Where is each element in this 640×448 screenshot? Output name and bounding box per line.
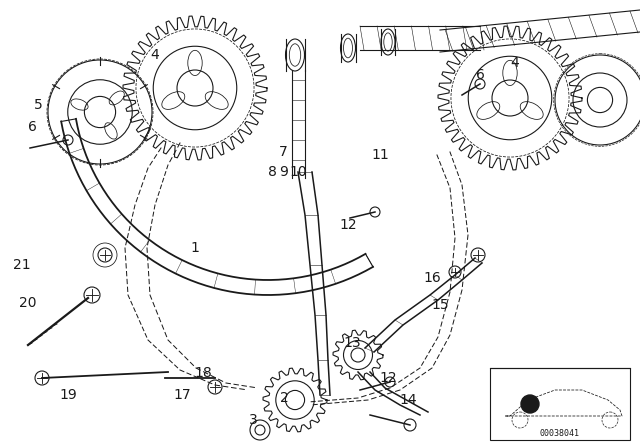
Text: 21: 21	[13, 258, 31, 272]
Text: 12: 12	[379, 371, 397, 385]
Text: 9: 9	[280, 165, 289, 179]
Text: 5: 5	[34, 98, 42, 112]
Text: 8: 8	[268, 165, 276, 179]
Text: 6: 6	[476, 68, 484, 82]
Text: 10: 10	[289, 165, 307, 179]
Text: 3: 3	[248, 413, 257, 427]
Text: 19: 19	[59, 388, 77, 402]
Text: 17: 17	[173, 388, 191, 402]
Text: 00038041: 00038041	[540, 430, 580, 439]
Text: 15: 15	[431, 298, 449, 312]
Bar	[490, 368, 630, 440]
Text: 11: 11	[371, 148, 389, 162]
Text: 7: 7	[278, 145, 287, 159]
Text: 20: 20	[19, 296, 36, 310]
Text: 4: 4	[511, 56, 520, 70]
Text: 4: 4	[150, 48, 159, 62]
Text: 2: 2	[280, 391, 289, 405]
Text: 12: 12	[339, 218, 357, 232]
Text: 14: 14	[399, 393, 417, 407]
Text: 1: 1	[191, 241, 200, 255]
Text: 16: 16	[423, 271, 441, 285]
Text: 6: 6	[28, 120, 36, 134]
Text: 18: 18	[194, 366, 212, 380]
Text: 13: 13	[343, 336, 361, 350]
Circle shape	[521, 395, 539, 413]
